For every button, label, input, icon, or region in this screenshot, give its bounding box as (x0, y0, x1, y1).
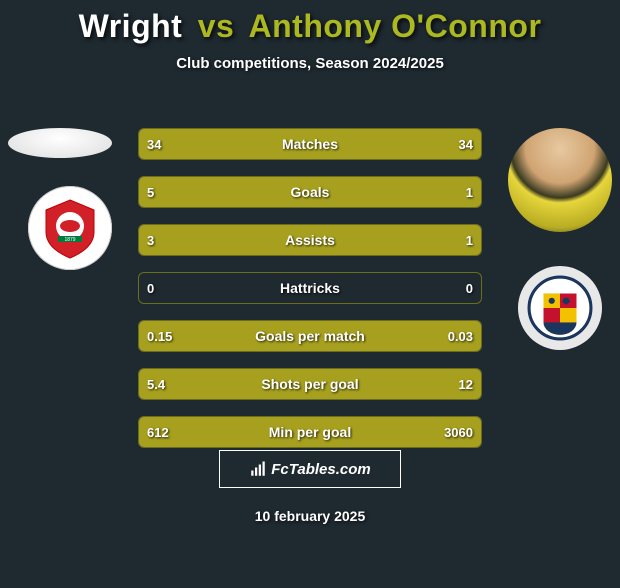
stat-left-value: 612 (139, 417, 177, 447)
stat-right-value: 1 (458, 177, 481, 207)
player1-name: Wright (79, 8, 183, 44)
stat-label: Assists (139, 225, 481, 255)
stat-right-value: 34 (451, 129, 481, 159)
stat-right-value: 0.03 (440, 321, 481, 351)
stat-left-value: 5.4 (139, 369, 173, 399)
brand-text: FcTables.com (271, 461, 370, 478)
stat-row: Assists3 1 (138, 224, 482, 256)
stat-row: Matches34 34 (138, 128, 482, 160)
stat-left-value: 0 (139, 273, 162, 303)
subtitle: Club competitions, Season 2024/2025 (0, 55, 620, 72)
stat-row: Shots per goal5.4 12 (138, 368, 482, 400)
player2-avatar (508, 128, 612, 232)
stat-label: Shots per goal (139, 369, 481, 399)
crest-harrogate-icon (527, 275, 593, 341)
stat-right-value: 1 (458, 225, 481, 255)
player2-name: Anthony O'Connor (249, 8, 542, 44)
player1-club-crest: 1879 (28, 186, 112, 270)
stat-left-value: 34 (139, 129, 169, 159)
brand-badge: FcTables.com (219, 450, 401, 488)
stat-label: Hattricks (139, 273, 481, 303)
stat-row: Min per goal612 3060 (138, 416, 482, 448)
stat-right-value: 12 (451, 369, 481, 399)
player2-club-crest (518, 266, 602, 350)
stat-label: Matches (139, 129, 481, 159)
chart-icon (249, 460, 267, 478)
stat-label: Goals (139, 177, 481, 207)
crest-swindon-icon: 1879 (38, 196, 102, 260)
stat-right-value: 3060 (436, 417, 481, 447)
stat-row: Hattricks0 0 (138, 272, 482, 304)
stat-row: Goals5 1 (138, 176, 482, 208)
stat-left-value: 3 (139, 225, 162, 255)
stat-left-value: 5 (139, 177, 162, 207)
stat-right-value: 0 (458, 273, 481, 303)
svg-text:1879: 1879 (64, 237, 75, 243)
vs-label: vs (198, 8, 235, 44)
stat-row: Goals per match0.15 0.03 (138, 320, 482, 352)
stat-label: Min per goal (139, 417, 481, 447)
stat-label: Goals per match (139, 321, 481, 351)
player1-avatar (8, 128, 112, 158)
page-title: Wright vs Anthony O'Connor (0, 8, 620, 45)
stat-left-value: 0.15 (139, 321, 180, 351)
date-label: 10 february 2025 (0, 508, 620, 524)
